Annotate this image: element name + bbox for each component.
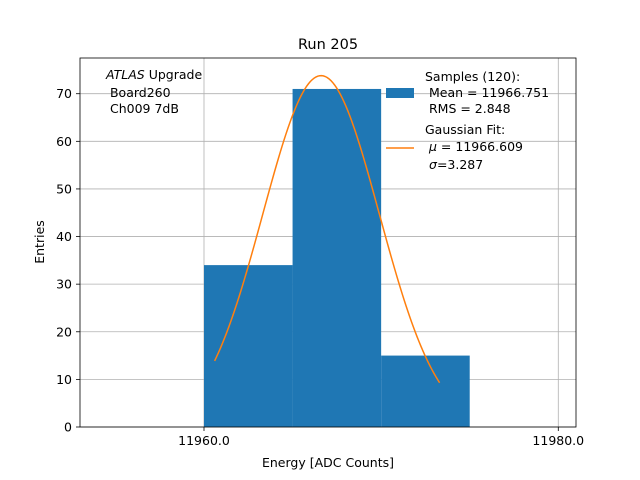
annotation-line-1: ATLAS Upgrade [105,67,202,82]
x-axis-ticks: 11960.0 11980.0 [178,427,584,448]
histogram-bar-1 [204,265,293,427]
legend-fit-line-1: Gaussian Fit: [425,122,505,137]
sigma-value: =3.287 [437,157,483,172]
legend-fit-line-3: σ=3.287 [429,157,483,172]
y-tick-label: 70 [56,86,72,101]
x-tick-label: 11960.0 [178,433,230,448]
legend-hist-line-1: Samples (120): [425,69,520,84]
legend-hist-line-2: Mean = 11966.751 [425,85,549,100]
annotation-line-3: Ch009 7dB [106,101,179,116]
annotation-text: ATLAS Upgrade Board260 Ch009 7dB [105,67,202,116]
histogram-bars [204,88,470,427]
legend: Samples (120): Mean = 11966.751 RMS = 2.… [386,69,549,172]
y-tick-label: 0 [64,420,72,435]
annotation-line-2: Board260 [106,85,171,100]
plot-area-frame [79,57,577,428]
upgrade-label: Upgrade [145,67,203,82]
x-axis-label: Energy [ADC Counts] [262,455,394,470]
y-tick-label: 30 [56,277,72,292]
y-tick-label: 60 [56,134,72,149]
y-tick-label: 10 [56,372,72,387]
histogram-bar-2 [292,88,382,427]
legend-hist-swatch [386,88,414,98]
y-tick-label: 50 [56,181,72,196]
gaussian-fit-curve [213,74,441,384]
y-axis-label: Entries [32,220,47,264]
atlas-label: ATLAS [105,67,145,82]
y-tick-label: 20 [56,324,72,339]
chart-title: Run 205 [298,37,358,53]
legend-fit-line-2: μ = 11966.609 [428,139,523,154]
mu-value: = 11966.609 [437,139,523,154]
x-tick-label: 11980.0 [532,433,584,448]
sigma-symbol: σ [429,157,438,172]
legend-hist-line-3: RMS = 2.848 [425,101,511,116]
mu-symbol: μ [428,139,437,154]
histogram-bar-3 [381,355,470,427]
y-axis-ticks: 0 10 20 30 40 50 60 70 [56,86,80,435]
y-tick-label: 40 [56,229,72,244]
